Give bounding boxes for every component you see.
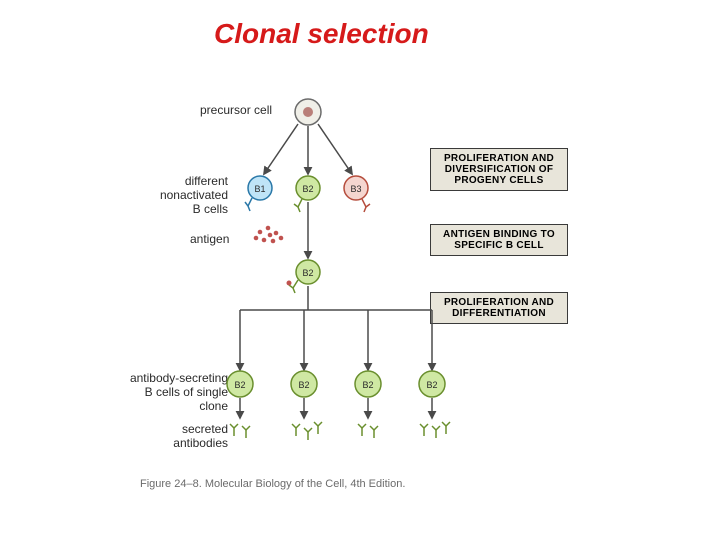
cell-b1: B1 bbox=[245, 176, 272, 211]
svg-text:B2: B2 bbox=[426, 380, 437, 390]
svg-text:B2: B2 bbox=[298, 380, 309, 390]
cell-b3-label: B3 bbox=[350, 184, 361, 194]
clone-cell-1: B2 bbox=[227, 371, 253, 397]
clone-cell-2: B2 bbox=[291, 371, 317, 397]
diagram-svg: B1 B2 B3 B2 bbox=[0, 0, 720, 540]
cell-b2-label: B2 bbox=[302, 184, 313, 194]
clone-cell-4: B2 bbox=[419, 371, 445, 397]
svg-text:B2: B2 bbox=[234, 380, 245, 390]
antigen-cluster bbox=[254, 226, 284, 244]
precursor-cell bbox=[295, 99, 321, 125]
svg-text:B2: B2 bbox=[362, 380, 373, 390]
clone-cells-row: B2 B2 B2 B2 bbox=[227, 371, 445, 397]
arrows-clone-branch bbox=[240, 286, 432, 370]
cell-b3: B3 bbox=[344, 176, 370, 212]
arrows-precursor-to-bcells bbox=[264, 124, 352, 174]
cell-b2: B2 bbox=[294, 176, 320, 212]
arrows-clone-to-secreted bbox=[240, 398, 432, 418]
svg-text:B2: B2 bbox=[302, 268, 313, 278]
secreted-antibodies bbox=[230, 422, 450, 440]
clone-cell-3: B2 bbox=[355, 371, 381, 397]
cell-b2-selected: B2 bbox=[287, 260, 321, 293]
cell-b1-label: B1 bbox=[254, 184, 265, 194]
